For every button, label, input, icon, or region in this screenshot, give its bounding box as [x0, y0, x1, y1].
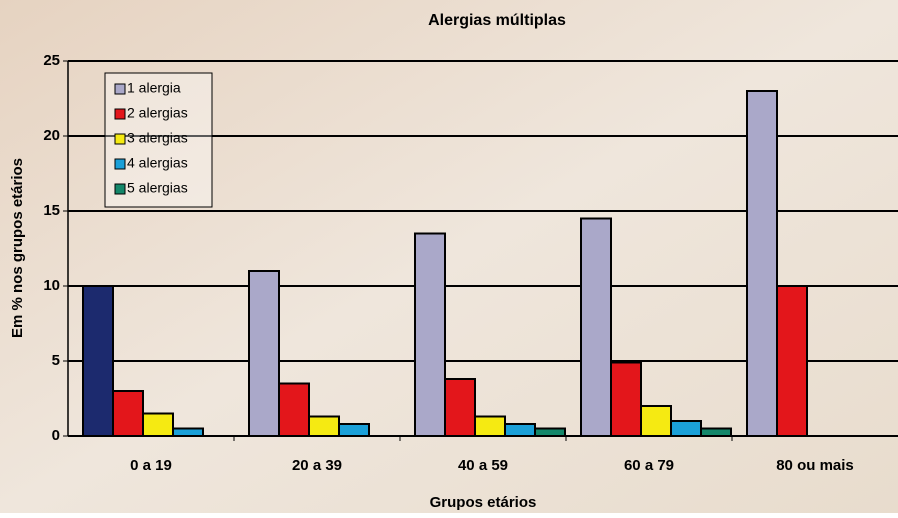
bar [112, 390, 144, 437]
bar [580, 217, 612, 437]
legend-label: 4 alergias [127, 155, 188, 171]
chart-title: Alergias múltiplas [428, 12, 566, 29]
legend-swatch [114, 158, 126, 170]
legend-swatch [114, 108, 126, 120]
legend-label: 5 alergias [127, 180, 188, 196]
bar [474, 415, 506, 437]
bar [308, 415, 340, 437]
y-tick-label: 15 [43, 202, 60, 219]
legend-label: 3 alergias [127, 130, 188, 146]
x-tick-label: 20 a 39 [292, 457, 342, 474]
bar [338, 423, 370, 437]
x-tick-label: 0 a 19 [130, 457, 172, 474]
y-tick-label: 0 [52, 427, 60, 444]
y-tick-label: 20 [43, 127, 60, 144]
bar [670, 420, 702, 437]
x-tick-label: 40 a 59 [458, 457, 508, 474]
x-axis-label: Grupos etários [430, 494, 537, 511]
bar [776, 285, 808, 437]
legend-swatch [114, 133, 126, 145]
x-tick-label: 60 a 79 [624, 457, 674, 474]
bar [610, 361, 642, 437]
legend-swatch [114, 183, 126, 195]
legend-label: 1 alergia [127, 80, 181, 96]
bar [172, 427, 204, 437]
bar [534, 427, 566, 437]
y-tick-label: 25 [43, 52, 60, 69]
bar [248, 270, 280, 437]
y-axis-label: Em % nos grupos etários [9, 158, 26, 338]
bar [640, 405, 672, 437]
bar [82, 285, 114, 437]
legend-swatch [114, 83, 126, 95]
legend-label: 2 alergias [127, 105, 188, 121]
bar [504, 423, 536, 437]
bar [746, 90, 778, 437]
bar [414, 232, 446, 437]
y-tick-label: 10 [43, 277, 60, 294]
bar [700, 427, 732, 437]
bar [444, 378, 476, 437]
bar [142, 412, 174, 437]
y-tick-label: 5 [52, 352, 60, 369]
bar [278, 382, 310, 437]
x-tick-label: 80 ou mais [776, 457, 854, 474]
